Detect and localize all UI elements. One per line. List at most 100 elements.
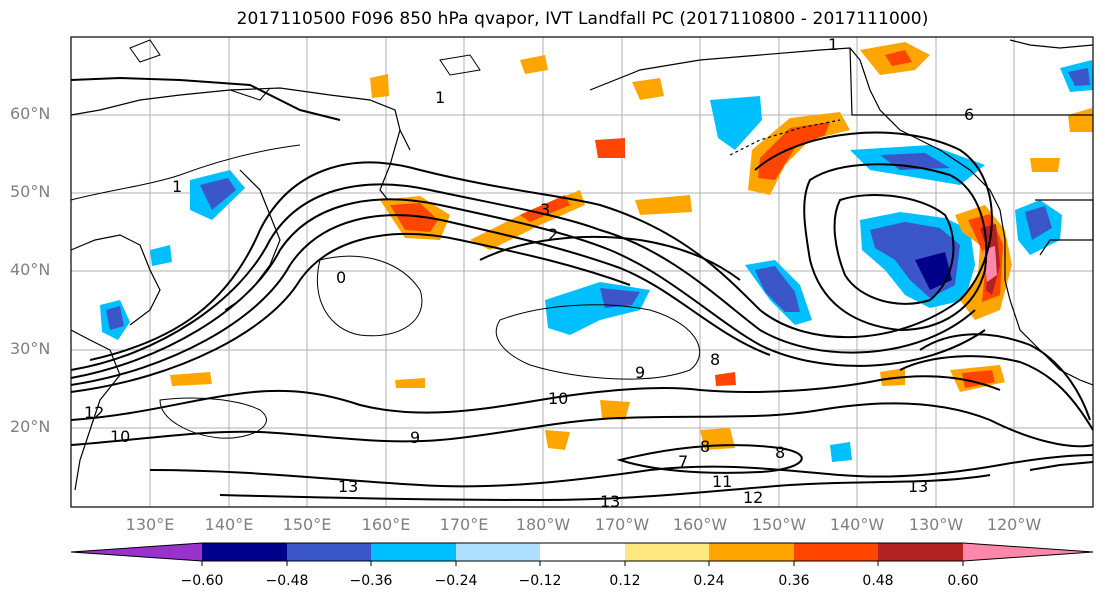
fill-gulf-neg	[710, 96, 762, 150]
contour-line	[149, 454, 1094, 488]
contour-closed	[803, 163, 988, 332]
contour-closed	[833, 194, 955, 305]
contour-label: 8	[700, 437, 710, 456]
colorbar-tick-label: −0.24	[434, 573, 478, 589]
fill-sub-pos-e-core	[962, 370, 995, 388]
contour-label: 13	[600, 492, 620, 511]
lat-label-30n: 30°N	[10, 339, 51, 358]
fill-alaska-pos-core	[885, 50, 912, 66]
fill-small-neg-1	[150, 245, 172, 266]
contour-label: 12	[743, 488, 763, 507]
coast-aleutians	[729, 119, 841, 156]
colorbar-segment	[878, 543, 963, 561]
fill-sub-pos-2	[880, 368, 905, 386]
colorbar-segment	[287, 543, 371, 561]
lat-label-20n: 20°N	[10, 417, 51, 436]
colorbar-segment	[540, 543, 625, 561]
colorbar-tick-label: −0.60	[180, 573, 224, 589]
colorbar-segment	[456, 543, 540, 561]
fill-sub-pos-3	[395, 378, 425, 388]
contour-line	[899, 355, 1094, 431]
colorbar-tick-label: −0.36	[349, 573, 393, 589]
lon-label-120w: 120°W	[986, 515, 1042, 534]
contour-label: 2	[548, 225, 558, 244]
border-canada	[849, 47, 1093, 116]
colorbar-segment	[794, 543, 878, 561]
contour-line	[1029, 461, 1094, 471]
contour-label: 10	[548, 389, 568, 408]
lon-label-170e: 170°E	[439, 515, 489, 534]
fill-sub-neg-1	[830, 442, 852, 462]
contour-small	[439, 54, 481, 76]
contour-label: 9	[410, 428, 420, 447]
coast-arctic	[1009, 39, 1094, 49]
coast-na-pacific	[859, 59, 1094, 386]
fill-mp-pos-core	[390, 203, 438, 232]
fill-coast-pos-small	[1030, 158, 1060, 172]
ivt-contours	[70, 76, 1094, 502]
colorbar-tick-label: −0.48	[265, 573, 309, 589]
contour-label: 7	[678, 452, 688, 471]
contour-label: 1	[828, 35, 838, 54]
lat-label-50n: 50°N	[10, 182, 51, 201]
lon-label-180w: 180°W	[515, 515, 571, 534]
colorbar-segment	[71, 543, 202, 561]
contour-label: 9	[635, 363, 645, 382]
fill-coast-neg-core	[1025, 206, 1052, 240]
contour-label: 8	[775, 443, 785, 462]
fill-nep-neg-core	[915, 252, 952, 290]
contour-line	[219, 474, 991, 502]
lon-label-150e: 150°E	[282, 515, 332, 534]
colorbar-segment	[963, 543, 1093, 561]
fill-wp-neg-core	[200, 178, 236, 210]
contour-closed	[159, 397, 267, 439]
contour-small	[229, 87, 271, 101]
fill-sub-pos-5	[600, 400, 630, 420]
thin-contours	[70, 39, 700, 439]
contour-label: 11	[712, 472, 732, 491]
contour-closed	[616, 444, 803, 474]
colorbar-segment	[625, 543, 709, 561]
fill-n-pacific-pos	[520, 55, 548, 74]
fill-gulf-alaska-pos-core	[758, 122, 830, 180]
colorbar-segment	[202, 543, 287, 561]
colorbar-segment	[371, 543, 456, 561]
contour-label: 10	[110, 427, 130, 446]
lon-label-170w: 170°W	[594, 515, 650, 534]
fill-cp-neg-2-core	[600, 288, 640, 308]
contour-label: 13	[908, 477, 928, 496]
colorbar-tick-label: 0.48	[862, 573, 894, 589]
lon-label-140e: 140°E	[204, 515, 254, 534]
lon-label-160e: 160°E	[361, 515, 411, 534]
colorbar-ticks	[201, 561, 964, 566]
fill-jet-pos-core	[520, 195, 570, 222]
contour-label: 0	[336, 268, 346, 287]
contour-line	[70, 402, 1094, 448]
lat-label-60n: 60°N	[10, 104, 51, 123]
fill-jet-pos-2	[635, 195, 692, 215]
fill-bering-pos	[632, 78, 664, 100]
contour-label-group: 1 3 2 1 8 9 10 9 7 8 8 11 12 13 13 12 10…	[84, 35, 974, 511]
contour-label: 1	[435, 88, 445, 107]
colorbar-segments	[70, 542, 1094, 562]
lon-label-130w: 130°W	[908, 515, 964, 534]
fill-ne-neg-core	[1068, 68, 1090, 86]
contour-label: 8	[710, 350, 720, 369]
colorbar-segment	[709, 543, 794, 561]
contour-line	[919, 333, 1091, 421]
lon-label-160w: 160°W	[672, 515, 728, 534]
fill-sub-pos-7	[715, 372, 736, 386]
colorbar-tick-label: 0.60	[947, 573, 979, 589]
contour-label: 6	[964, 105, 974, 124]
colorbar-tick-label: 0.36	[778, 573, 810, 589]
contour-line	[70, 375, 1001, 421]
contour-closed	[316, 255, 423, 337]
contour-line	[70, 214, 771, 386]
contour-label: 12	[84, 403, 104, 422]
plot-border	[70, 36, 1094, 508]
fill-kamchatka-pos	[370, 74, 389, 98]
contour-line	[70, 183, 976, 371]
lon-label-140w: 140°W	[829, 515, 885, 534]
